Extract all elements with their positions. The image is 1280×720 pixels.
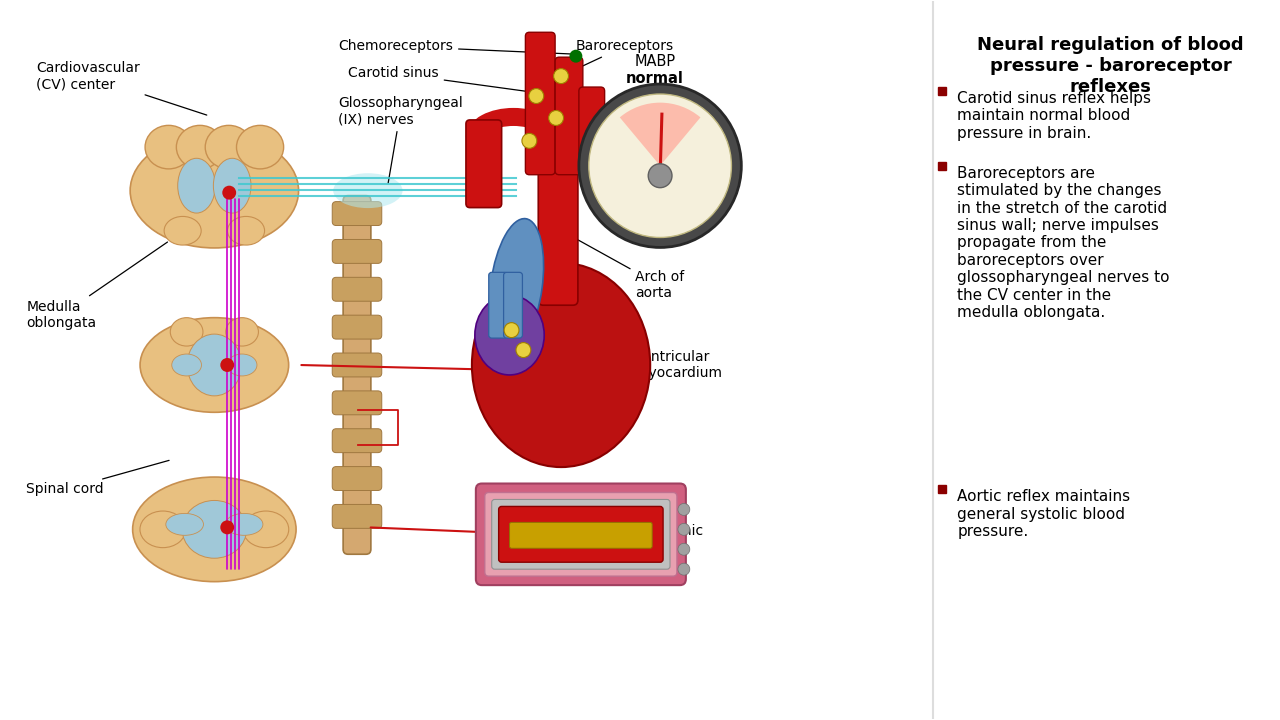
- Circle shape: [570, 50, 582, 63]
- FancyBboxPatch shape: [466, 120, 502, 207]
- Text: Glossopharyngeal
(IX) nerves: Glossopharyngeal (IX) nerves: [338, 96, 463, 183]
- FancyBboxPatch shape: [476, 484, 686, 585]
- Ellipse shape: [228, 354, 257, 376]
- Circle shape: [678, 544, 690, 555]
- FancyBboxPatch shape: [485, 492, 677, 576]
- FancyBboxPatch shape: [343, 196, 371, 554]
- Circle shape: [648, 163, 672, 188]
- Ellipse shape: [225, 318, 259, 346]
- Circle shape: [504, 323, 518, 338]
- Ellipse shape: [472, 263, 650, 467]
- Text: Ventricular
myocardium: Ventricular myocardium: [618, 350, 722, 380]
- FancyBboxPatch shape: [333, 391, 381, 415]
- Ellipse shape: [205, 125, 252, 169]
- Ellipse shape: [243, 511, 289, 548]
- Ellipse shape: [170, 318, 204, 346]
- Text: Baroreceptors: Baroreceptors: [563, 39, 675, 75]
- Text: Carotid sinus: Carotid sinus: [348, 66, 544, 94]
- Ellipse shape: [133, 477, 296, 582]
- Ellipse shape: [489, 219, 544, 352]
- Ellipse shape: [178, 158, 215, 213]
- Circle shape: [678, 523, 690, 536]
- Ellipse shape: [228, 217, 265, 245]
- Circle shape: [678, 503, 690, 516]
- Ellipse shape: [172, 354, 201, 376]
- Ellipse shape: [140, 318, 289, 413]
- Circle shape: [579, 84, 741, 248]
- Ellipse shape: [475, 295, 544, 375]
- FancyBboxPatch shape: [333, 353, 381, 377]
- Text: Chemoreceptors: Chemoreceptors: [338, 39, 573, 54]
- Text: Cardiovascular
(CV) center: Cardiovascular (CV) center: [36, 61, 207, 115]
- FancyBboxPatch shape: [333, 467, 381, 490]
- Circle shape: [522, 133, 536, 148]
- Circle shape: [554, 68, 568, 84]
- FancyBboxPatch shape: [525, 32, 556, 175]
- Ellipse shape: [177, 125, 224, 169]
- Ellipse shape: [140, 511, 186, 548]
- FancyBboxPatch shape: [333, 240, 381, 264]
- Text: Systemic
vessel: Systemic vessel: [640, 524, 704, 554]
- Circle shape: [223, 186, 236, 199]
- Text: Baroreceptors are
stimulated by the changes
in the stretch of the carotid
sinus : Baroreceptors are stimulated by the chan…: [957, 166, 1170, 320]
- Circle shape: [220, 521, 234, 534]
- Circle shape: [589, 94, 731, 238]
- FancyBboxPatch shape: [579, 87, 604, 175]
- Text: Spinal cord: Spinal cord: [26, 460, 169, 497]
- Text: Neural regulation of blood
pressure - baroreceptor
reflexes: Neural regulation of blood pressure - ba…: [978, 36, 1244, 96]
- Text: Aortic reflex maintains
general systolic blood
pressure.: Aortic reflex maintains general systolic…: [957, 490, 1130, 539]
- FancyBboxPatch shape: [492, 500, 669, 570]
- Text: MABP: MABP: [635, 54, 676, 69]
- FancyBboxPatch shape: [333, 428, 381, 453]
- Ellipse shape: [166, 513, 204, 536]
- Ellipse shape: [237, 125, 284, 169]
- FancyBboxPatch shape: [509, 523, 653, 548]
- Wedge shape: [620, 103, 700, 166]
- FancyBboxPatch shape: [503, 272, 522, 338]
- Circle shape: [549, 110, 563, 125]
- Ellipse shape: [214, 158, 251, 213]
- Ellipse shape: [187, 334, 242, 396]
- FancyBboxPatch shape: [333, 315, 381, 339]
- Ellipse shape: [145, 125, 192, 169]
- Text: Medulla
oblongata: Medulla oblongata: [26, 242, 168, 330]
- Text: mmHg: mmHg: [626, 167, 664, 180]
- FancyBboxPatch shape: [489, 272, 508, 338]
- Circle shape: [220, 358, 234, 372]
- FancyBboxPatch shape: [333, 202, 381, 225]
- Circle shape: [516, 343, 531, 358]
- Circle shape: [678, 563, 690, 575]
- FancyBboxPatch shape: [539, 121, 577, 305]
- Text: normal: normal: [626, 71, 684, 86]
- Ellipse shape: [131, 133, 298, 248]
- Ellipse shape: [225, 513, 262, 536]
- Text: Carotid sinus reflex helps
maintain normal blood
pressure in brain.: Carotid sinus reflex helps maintain norm…: [957, 91, 1151, 141]
- FancyBboxPatch shape: [333, 505, 381, 528]
- Ellipse shape: [333, 174, 403, 208]
- Circle shape: [529, 89, 544, 104]
- FancyBboxPatch shape: [556, 57, 582, 175]
- FancyBboxPatch shape: [499, 506, 663, 562]
- Ellipse shape: [164, 217, 201, 245]
- Ellipse shape: [182, 500, 247, 558]
- Text: Arch of
aorta: Arch of aorta: [563, 232, 685, 300]
- FancyBboxPatch shape: [333, 277, 381, 301]
